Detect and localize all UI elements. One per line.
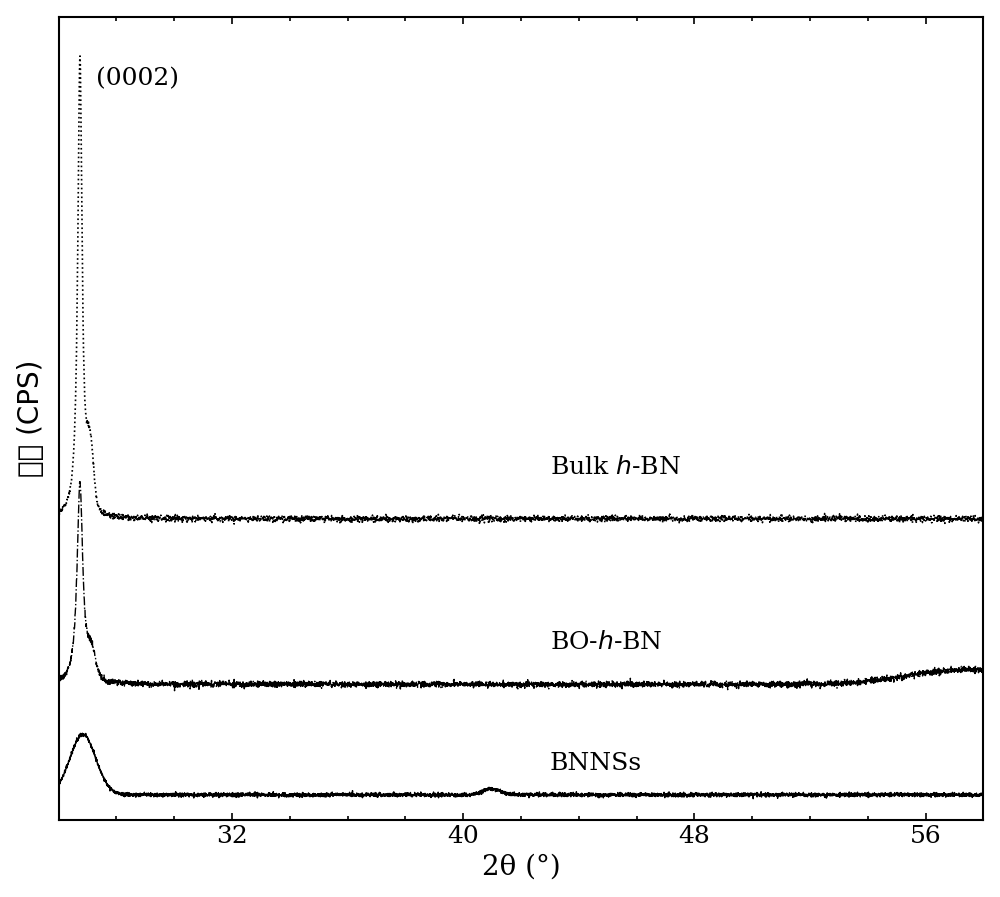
Text: Bulk $h$-BN: Bulk $h$-BN (550, 456, 681, 478)
Text: BO-$h$-BN: BO-$h$-BN (550, 631, 663, 654)
Text: (0002): (0002) (96, 67, 179, 90)
Y-axis label: 強度 (CPS): 強度 (CPS) (17, 360, 45, 477)
X-axis label: 2θ (°): 2θ (°) (482, 853, 560, 880)
Text: BNNSs: BNNSs (550, 752, 642, 775)
